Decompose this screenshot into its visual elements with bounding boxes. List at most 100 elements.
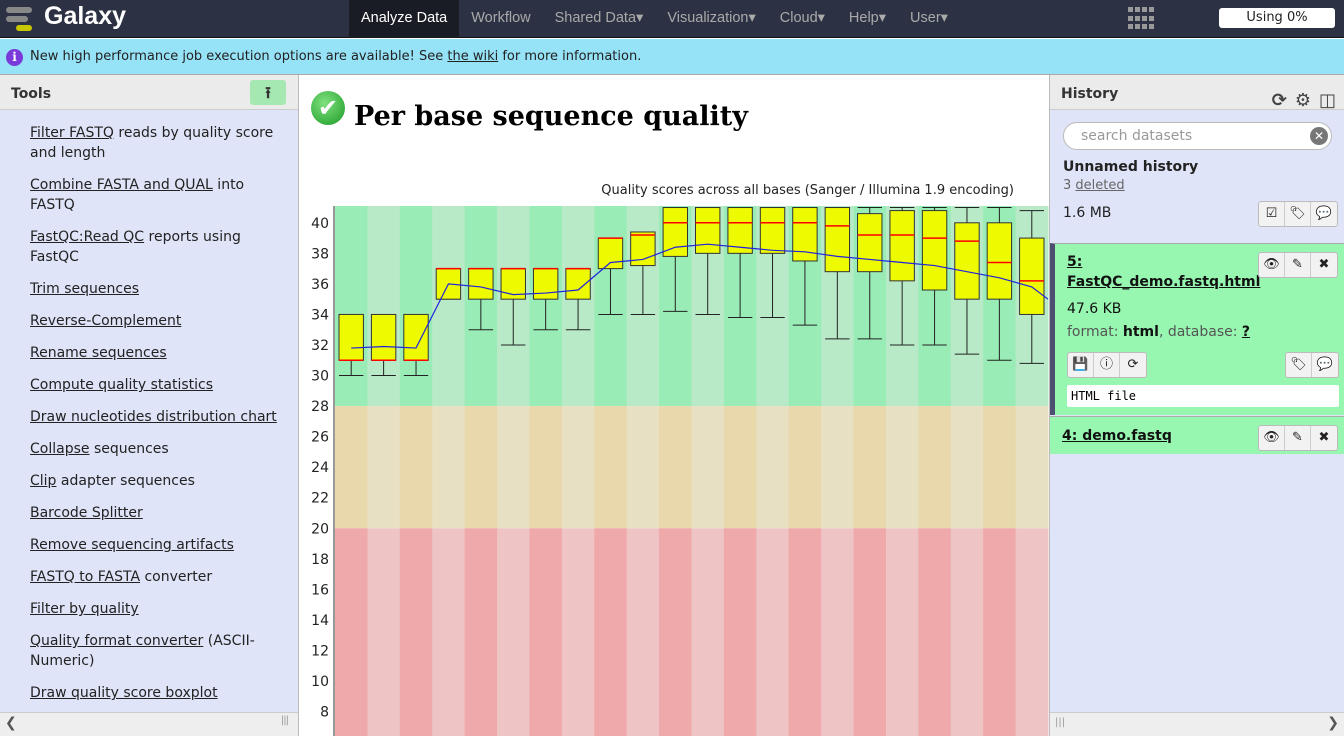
comment-icon[interactable]: 💬 [1315, 206, 1333, 221]
nav-help[interactable]: Help▾ [848, 10, 887, 26]
box [370, 313, 397, 361]
mean-line [351, 243, 1049, 349]
y-tick-label: 34 [311, 307, 329, 323]
tool-link[interactable]: Quality format converter [30, 633, 204, 649]
y-tick-label: 16 [311, 582, 329, 598]
database-value[interactable]: ? [1241, 324, 1251, 340]
wiki-link[interactable]: the wiki [447, 49, 499, 64]
nav-workflow[interactable]: Workflow [471, 10, 531, 26]
database-label: , database: [1158, 324, 1242, 340]
search-datasets-input[interactable]: search datasets ✕ [1063, 122, 1332, 150]
tool-item[interactable]: Clip adapter sequences [30, 471, 278, 491]
deleted-link[interactable]: deleted [1075, 178, 1125, 193]
zone-band [659, 528, 692, 736]
tool-link[interactable]: Combine FASTA and QUAL [30, 177, 213, 193]
tool-link[interactable]: FASTQ to FASTA [30, 569, 141, 585]
tool-link[interactable]: Compute quality statistics [30, 377, 214, 393]
zone-band [1015, 528, 1049, 736]
tool-item[interactable]: Trim sequences [30, 279, 278, 299]
tool-panel-collapse-bar[interactable]: ❮ ||| [0, 712, 298, 736]
zone-band [626, 528, 660, 736]
zone-band [853, 528, 887, 736]
tool-item[interactable]: Reverse-Complement [30, 311, 278, 331]
tool-item[interactable]: Barcode Splitter [30, 503, 278, 523]
dataset-item[interactable]: 5: FastQC_demo.fastq.html 👁 ✎ ✖ 47.6 KB fo… [1050, 243, 1344, 415]
chevron-right-icon[interactable]: ❯ [1327, 715, 1339, 731]
tool-link[interactable]: Collapse [30, 441, 90, 457]
clear-search-icon[interactable]: ✕ [1310, 127, 1328, 145]
tool-item[interactable]: Combine FASTA and QUAL into FASTQ [30, 175, 278, 215]
box [889, 210, 915, 282]
tool-item[interactable]: FASTQ to FASTA converter [30, 567, 278, 587]
dataset-item[interactable]: 4: demo.fastq 👁 ✎ ✖ [1050, 416, 1344, 454]
zone-band [918, 528, 952, 736]
pencil-icon[interactable]: ✎ [1285, 426, 1311, 450]
tool-item[interactable]: Draw nucleotides distribution chart [30, 407, 278, 427]
tool-item[interactable]: Quality format converter (ASCII-Numeric) [30, 631, 278, 671]
history-name[interactable]: Unnamed history [1063, 159, 1199, 175]
tool-item[interactable]: Filter FASTQ reads by quality score and … [30, 123, 278, 163]
tool-item[interactable]: Rename sequences [30, 343, 278, 363]
y-tick-label: 12 [311, 643, 329, 659]
zone-band [529, 406, 563, 529]
info-icon[interactable]: ⓘ [1094, 353, 1120, 377]
delete-icon[interactable]: ✖ [1318, 257, 1330, 272]
drag-handle-icon[interactable]: ||| [280, 715, 289, 726]
tool-item[interactable]: Remove sequencing artifacts [30, 535, 278, 555]
tool-link[interactable]: Filter by quality [30, 601, 139, 617]
tool-link[interactable]: Reverse-Complement [30, 313, 182, 329]
tool-link[interactable]: Draw nucleotides distribution chart [30, 409, 277, 425]
rerun-icon[interactable]: ⟳ [1127, 357, 1139, 372]
nav-cloud[interactable]: Cloud▾ [779, 10, 825, 26]
gear-icon[interactable]: ⚙ [1294, 90, 1311, 111]
nav-visualization[interactable]: Visualization▾ [667, 10, 756, 26]
tool-item[interactable]: Compute quality statistics [30, 375, 278, 395]
dataset-title[interactable]: 4: demo.fastq [1062, 428, 1172, 444]
history-title: History [1061, 86, 1119, 102]
dataset-title[interactable]: 5: FastQC_demo.fastq.html [1067, 254, 1261, 290]
tool-link[interactable]: Rename sequences [30, 345, 167, 361]
tool-link[interactable]: Remove sequencing artifacts [30, 537, 234, 553]
pencil-icon[interactable]: ✎ [1285, 253, 1311, 277]
nav-analyze-data[interactable]: Analyze Data [349, 0, 460, 38]
galaxy-logo-icon[interactable] [6, 5, 36, 33]
search-placeholder: search datasets [1081, 128, 1193, 144]
upload-icon[interactable]: ⭱ [250, 80, 286, 105]
box [435, 268, 462, 300]
zone-band [788, 528, 822, 736]
delete-icon[interactable]: ✖ [1318, 430, 1330, 445]
tag-icon[interactable]: 🏷 [1285, 202, 1311, 226]
tool-link[interactable]: Draw quality score boxplot [30, 685, 218, 701]
tool-item[interactable]: Filter by quality [30, 599, 278, 619]
eye-icon[interactable]: 👁 [1259, 426, 1285, 450]
chevron-left-icon[interactable]: ❮ [5, 715, 17, 731]
columns-icon[interactable]: ◫ [1318, 90, 1336, 111]
tool-link[interactable]: Barcode Splitter [30, 505, 143, 521]
comment-icon[interactable]: 💬 [1316, 357, 1334, 372]
tool-link[interactable]: FastQC:Read QC [30, 229, 145, 245]
nav-user[interactable]: User▾ [910, 10, 948, 26]
box [954, 222, 980, 300]
apps-grid-icon[interactable] [1128, 7, 1156, 31]
tool-item[interactable]: Draw quality score boxplot [30, 683, 278, 703]
nav-shared-data[interactable]: Shared Data▾ [554, 10, 644, 26]
tool-link[interactable]: Filter FASTQ [30, 125, 114, 141]
tool-link[interactable]: Trim sequences [30, 281, 139, 297]
tool-item[interactable]: Collapse sequences [30, 439, 278, 459]
drag-handle-icon[interactable]: ||| [1055, 717, 1066, 728]
notice-text: New high performance job execution optio… [30, 49, 448, 64]
select-checkbox-icon[interactable]: ☑ [1259, 202, 1285, 226]
tag-icon[interactable]: 🏷 [1286, 353, 1312, 377]
tool-link[interactable]: Clip [30, 473, 57, 489]
box [921, 210, 948, 291]
tool-list: Filter FASTQ reads by quality score and … [0, 110, 298, 703]
save-icon[interactable]: 💾 [1068, 353, 1094, 377]
zone-band [788, 406, 822, 529]
box [727, 207, 753, 254]
history-panel-collapse-bar[interactable]: ||| ❯ [1050, 712, 1344, 736]
tool-item[interactable]: FastQC:Read QC reports using FastQC [30, 227, 278, 267]
refresh-icon[interactable]: ⟳ [1271, 90, 1287, 111]
eye-icon[interactable]: 👁 [1259, 253, 1285, 277]
zone-band [464, 406, 498, 529]
brand[interactable]: Galaxy [44, 2, 127, 30]
